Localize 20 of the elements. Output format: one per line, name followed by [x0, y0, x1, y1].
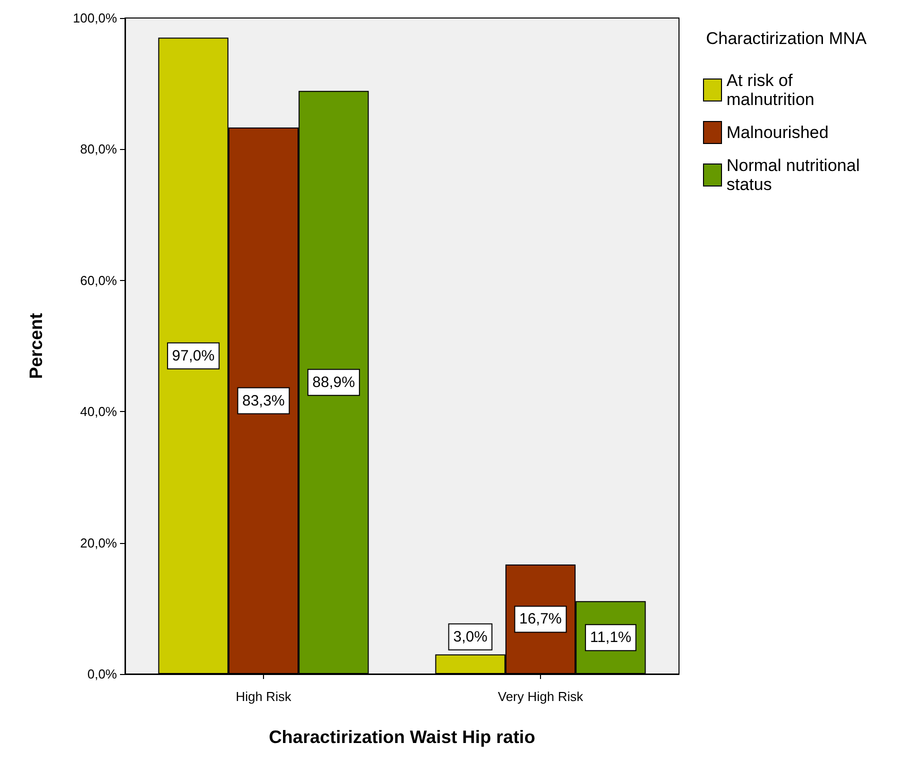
data-label: 3,0% [453, 628, 488, 646]
x-tick-label: Very High Risk [498, 689, 584, 704]
data-label: 97,0% [172, 347, 215, 364]
y-tick-label: 0,0% [87, 666, 118, 682]
data-label: 11,1% [590, 629, 632, 646]
y-tick-label: 40,0% [80, 404, 118, 420]
x-tick-label: High Risk [236, 689, 292, 704]
y-tick-label: 100,0% [72, 10, 118, 26]
y-tick-label: 20,0% [80, 535, 118, 550]
y-axis-title: Percent [26, 312, 46, 380]
legend-label: Malnourished [726, 123, 829, 142]
data-label: 88,9% [312, 374, 355, 391]
y-tick-label: 60,0% [80, 272, 118, 288]
x-axis-title: Charactirization Waist Hip ratio [268, 727, 536, 747]
y-tick-label: 80,0% [80, 142, 118, 157]
legend-title: Charactirization MNA [706, 29, 868, 48]
legend-label: At risk of malnutrition [726, 71, 814, 109]
legend-label: Normal nutritional status [726, 156, 860, 194]
data-label: 16,7% [519, 610, 562, 628]
data-label: 83,3% [242, 392, 285, 410]
